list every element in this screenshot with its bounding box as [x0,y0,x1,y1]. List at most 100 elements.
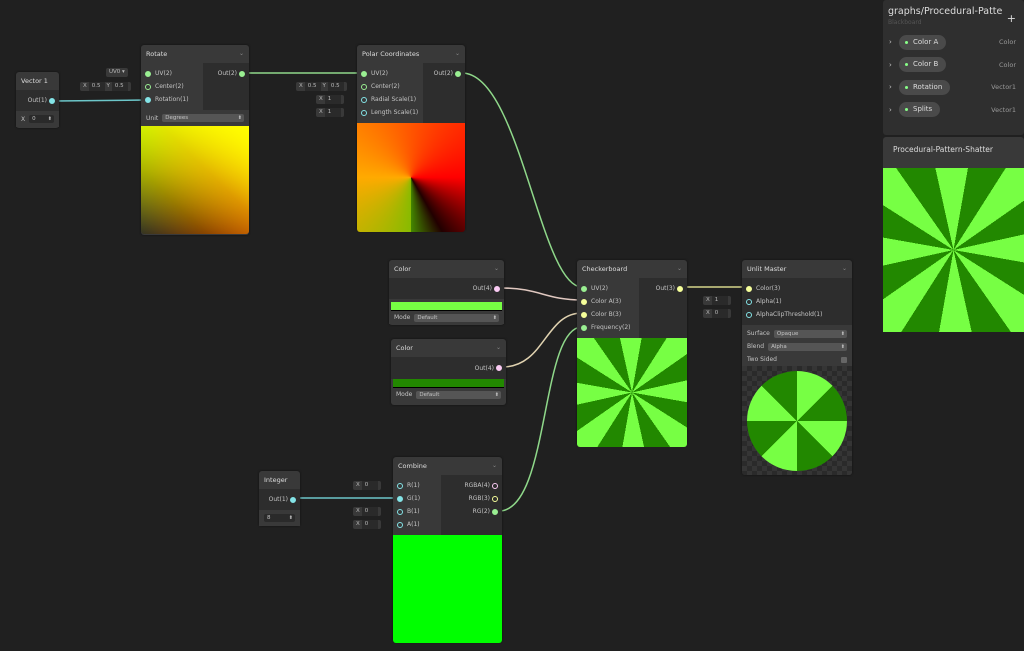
input-port[interactable] [581,311,587,318]
blackboard-property[interactable]: › Rotation Vector1 [883,76,1024,99]
input-port[interactable] [746,285,752,292]
chevron-right-icon[interactable]: › [889,38,892,47]
mode-label: Mode [396,391,413,398]
node-title: Checkerboard [582,265,628,273]
output-port[interactable] [455,70,461,77]
input-port[interactable] [361,83,367,90]
chevron-down-icon[interactable]: ⌄ [495,344,501,351]
mode-dropdown[interactable]: Default [414,313,499,322]
output-port[interactable] [492,495,498,502]
edge-vector1-rotate [54,99,147,102]
property-name[interactable]: Color A [899,34,947,50]
output-port[interactable] [677,285,683,292]
input-port[interactable] [581,298,587,305]
port-label: UV(2) [155,70,172,77]
preview [742,366,852,475]
two-sided-checkbox[interactable] [841,356,847,363]
surface-dropdown[interactable]: Opaque [773,329,847,338]
port-label: UV(2) [371,70,388,77]
node-title: Unlit Master [747,265,787,273]
port-label: Color A(3) [591,298,622,305]
checkerboard-node[interactable]: Checkerboard ⌄ UV(2) Color A(3) Color B(3… [577,260,687,447]
rotate-node[interactable]: Rotate ⌄ UV(2) Center(2) Rotation(1) Out(… [141,45,249,235]
add-property-button[interactable]: + [1006,12,1016,25]
chevron-right-icon[interactable]: › [889,105,892,114]
input-port[interactable] [145,96,151,103]
port-label: G(1) [407,495,421,502]
value-field[interactable]: 0 [29,115,54,123]
chevron-down-icon[interactable]: ⌄ [493,265,499,272]
color-b-node[interactable]: Color ⌄ Out(4) Mode Default [391,339,506,405]
output-port[interactable] [494,285,500,292]
color-a-node[interactable]: Color ⌄ Out(4) Mode Default [389,260,504,325]
property-name[interactable]: Rotation [899,79,951,95]
edge-color2-checker [501,312,583,368]
chevron-down-icon[interactable]: ⌄ [454,50,460,57]
chevron-down-icon[interactable]: ⌄ [491,462,497,469]
input-port[interactable] [746,311,752,318]
blackboard-property[interactable]: › Color B Color [883,54,1024,77]
output-port[interactable] [239,70,245,77]
input-port[interactable] [361,96,367,103]
preview-title: Procedural-Pattern-Shatter [893,145,993,154]
chevron-right-icon[interactable]: › [889,83,892,92]
x-label: X [21,115,26,123]
main-preview-window[interactable]: Procedural-Pattern-Shatter [883,137,1024,332]
combine-node[interactable]: Combine ⌄ R(1) G(1) B(1) A(1) RGBA(4) RGB… [393,457,502,643]
blend-dropdown[interactable]: Alpha [768,342,847,351]
color-swatch[interactable] [391,302,502,311]
input-port[interactable] [397,508,403,515]
port-label: Out(1) [268,496,288,503]
output-port[interactable] [492,508,498,515]
center-field[interactable]: X 0.5 Y 0.5 [80,82,131,91]
chevron-down-icon[interactable]: ⌄ [841,265,847,272]
polar-coordinates-node[interactable]: Polar Coordinates ⌄ UV(2) Center(2) Radia… [357,45,465,232]
two-sided-label: Two Sided [747,356,777,363]
port-label: B(1) [407,508,420,515]
port-label: AlphaClipThreshold(1) [756,311,823,318]
input-port[interactable] [581,285,587,292]
output-port[interactable] [492,482,498,489]
uv-channel-dropdown[interactable]: UV0 ▾ [106,68,128,77]
port-label: Frequency(2) [591,324,631,331]
blackboard-panel[interactable]: graphs/Procedural-Patte Blackboard + › Co… [883,0,1024,135]
input-port[interactable] [746,298,752,305]
input-port[interactable] [397,521,403,528]
input-port[interactable] [145,83,151,90]
property-name[interactable]: Splits [899,102,941,118]
center-field[interactable]: X 0.5 Y 0.5 [296,82,347,91]
property-name[interactable]: Color B [899,57,947,73]
input-port[interactable] [397,482,403,489]
blackboard-property[interactable]: › Splits Vector1 [883,99,1024,122]
input-port[interactable] [581,324,587,331]
input-port[interactable] [361,70,367,77]
node-title: Combine [398,462,427,470]
output-port[interactable] [49,97,55,104]
integer-node[interactable]: Integer Out(1) 8 [259,471,300,526]
unlit-master-node[interactable]: Unlit Master ⌄ Color(3) Alpha(1) AlphaCli… [742,260,852,475]
chevron-right-icon[interactable]: › [889,60,892,69]
blackboard-property[interactable]: › Color A Color [883,31,1024,54]
input-port[interactable] [361,109,367,116]
color-swatch[interactable] [393,379,504,388]
output-port[interactable] [496,365,502,371]
chevron-down-icon[interactable]: ⌄ [238,50,244,57]
unit-dropdown[interactable]: Degrees [162,114,244,122]
integer-field[interactable]: 8 [264,514,295,522]
node-title: Rotate [146,50,168,58]
mode-dropdown[interactable]: Default [416,390,501,399]
input-port[interactable] [145,70,151,77]
property-type: Vector1 [991,83,1016,92]
unit-label: Unit [146,114,159,122]
output-port[interactable] [290,496,296,503]
chevron-down-icon[interactable]: ⌄ [676,265,682,272]
input-port[interactable] [397,495,403,502]
